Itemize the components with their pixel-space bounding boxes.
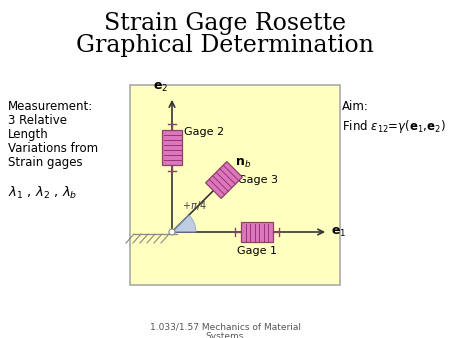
Text: Strain gages: Strain gages xyxy=(8,156,83,169)
Bar xyxy=(162,129,182,165)
Text: Variations from: Variations from xyxy=(8,142,98,155)
Text: Strain Gage Rosette: Strain Gage Rosette xyxy=(104,12,346,35)
Wedge shape xyxy=(172,215,196,232)
Bar xyxy=(206,162,243,198)
Text: 1.033/1.57 Mechanics of Material
Systems: 1.033/1.57 Mechanics of Material Systems xyxy=(149,322,301,338)
Text: Find $\varepsilon_{12}$=$\gamma$($\mathbf{e}_1$,$\mathbf{e}_2$): Find $\varepsilon_{12}$=$\gamma$($\mathb… xyxy=(342,118,446,135)
Text: +$\pi$/4: +$\pi$/4 xyxy=(182,199,207,212)
Text: $\mathbf{e}_1$: $\mathbf{e}_1$ xyxy=(331,225,346,239)
Text: $\mathbf{e}_2$: $\mathbf{e}_2$ xyxy=(153,81,168,94)
Text: $\lambda_1$ , $\lambda_2$ , $\lambda_b$: $\lambda_1$ , $\lambda_2$ , $\lambda_b$ xyxy=(8,185,77,201)
Text: Gage 3: Gage 3 xyxy=(238,175,278,185)
Bar xyxy=(241,222,273,242)
Text: Gage 1: Gage 1 xyxy=(237,246,277,256)
Text: Graphical Determination: Graphical Determination xyxy=(76,34,374,57)
Text: $\mathbf{n}_b$: $\mathbf{n}_b$ xyxy=(235,157,251,170)
Text: 3 Relative: 3 Relative xyxy=(8,114,67,127)
Text: Gage 2: Gage 2 xyxy=(184,127,224,137)
Circle shape xyxy=(169,229,175,235)
Bar xyxy=(130,85,340,285)
Text: Length: Length xyxy=(8,128,49,141)
Text: Measurement:: Measurement: xyxy=(8,100,93,113)
Text: Aim:: Aim: xyxy=(342,100,369,113)
